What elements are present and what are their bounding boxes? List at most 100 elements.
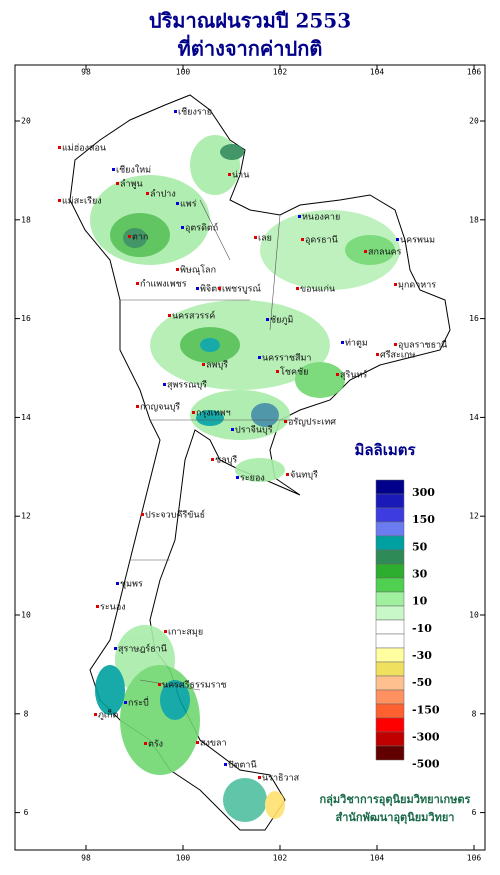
place-label: กระบี่: [128, 696, 149, 709]
station-marker: [266, 318, 269, 321]
station-marker: [196, 287, 199, 290]
legend-swatch: [375, 619, 405, 635]
place-label: ตรัง: [148, 740, 163, 750]
station-marker: [228, 173, 231, 176]
legend-swatch: [375, 647, 405, 663]
legend-swatch: [375, 479, 405, 495]
lat-tick-label: 14: [21, 413, 31, 422]
station-marker: [284, 420, 287, 423]
station-marker: [192, 411, 195, 414]
place-label: พิษณุโลก: [180, 265, 216, 276]
legend-label: 50: [412, 540, 428, 553]
station-marker: [58, 199, 61, 202]
place-label: เลย: [258, 234, 272, 244]
place-label: ตาก: [132, 233, 148, 243]
place-label: เกาะสมุย: [168, 628, 203, 638]
legend-label: -150: [412, 703, 440, 716]
country: [69, 94, 451, 831]
legend-swatch: [375, 661, 405, 677]
place-label: สุพรรณบุรี: [167, 380, 207, 391]
legend-swatch: [375, 689, 405, 705]
place-label: ท่าตูม: [345, 339, 368, 349]
station-marker: [181, 226, 184, 229]
place-label: จันทบุรี: [290, 470, 318, 481]
legend-label: 10: [412, 595, 428, 608]
legend-swatch: [375, 703, 405, 719]
place-label: ลำพูน: [120, 179, 143, 190]
legend-swatch: [375, 731, 405, 747]
place-label: ประจวบคีรีขันธ์: [145, 509, 205, 521]
place-label: อุดรธานี: [305, 235, 338, 246]
place-label: ชัยภูมิ: [270, 315, 293, 326]
place-label: อรัญประเทศ: [288, 418, 336, 428]
lon-tick-label: 102: [273, 854, 288, 863]
station-marker: [286, 473, 289, 476]
legend-swatch: [375, 521, 405, 537]
lon-tick-label: 98: [81, 854, 91, 863]
place-label: อุบลราชธานี: [398, 340, 447, 351]
station-marker: [116, 182, 119, 185]
legend-label: 30: [412, 567, 428, 580]
place-label: เชียงราย: [178, 107, 212, 118]
station-marker: [163, 383, 166, 386]
legend-label: -500: [412, 758, 440, 771]
lat-tick-label: 18: [469, 215, 479, 224]
station-marker: [176, 202, 179, 205]
place-label: แม่สะเรียง: [62, 196, 102, 207]
legend-swatch: [375, 605, 405, 621]
station-marker: [394, 343, 397, 346]
place-label: ชลบุรี: [215, 455, 237, 466]
place-label: โชคชัย: [280, 367, 308, 378]
place-label: พิจิตร: [200, 284, 222, 295]
station-marker: [211, 458, 214, 461]
place-label: นครพนม: [400, 236, 435, 246]
legend-swatch: [375, 577, 405, 593]
station-marker: [136, 405, 139, 408]
station-marker: [94, 713, 97, 716]
lat-tick-label: 8: [472, 709, 477, 718]
lat-tick-label: 6: [472, 808, 477, 817]
legend-swatch: [375, 591, 405, 607]
place-label: ระนอง: [100, 603, 126, 613]
place-label: ศรีสะเกษ: [380, 350, 415, 361]
place-label: ภูเก็ต: [98, 708, 118, 721]
legend-swatch: [375, 745, 405, 761]
place-label: นครสวรรค์: [172, 310, 215, 322]
legend-swatch: [375, 717, 405, 733]
station-marker: [231, 428, 234, 431]
place-label: สุราษฎร์ธานี: [118, 643, 167, 655]
lon-tick-label: 102: [273, 68, 288, 77]
station-marker: [196, 741, 199, 744]
station-marker: [96, 605, 99, 608]
legend-swatch: [375, 549, 405, 565]
legend-swatch: [375, 633, 405, 649]
place-label: ชุมพร: [120, 580, 143, 590]
station-marker: [301, 238, 304, 241]
place-label: ลพบุรี: [206, 360, 228, 371]
lon-tick-label: 100: [176, 68, 191, 77]
subtitle: ที่ต่างจากค่าปกติ: [178, 34, 323, 61]
station-marker: [124, 701, 127, 704]
lat-tick-label: 8: [24, 709, 29, 718]
lat-tick-label: 14: [469, 413, 479, 422]
place-label: แม่ฮ่องสอน: [62, 144, 106, 154]
place-label: สุรินทร์: [340, 369, 367, 381]
place-label: ลำปาง: [150, 189, 176, 200]
place-label: กาญจนบุรี: [140, 402, 180, 413]
station-marker: [176, 268, 179, 271]
station-marker: [254, 236, 257, 239]
lat-tick-label: 10: [469, 611, 479, 620]
station-marker: [144, 742, 147, 745]
legend-label: 150: [412, 513, 435, 526]
legend-label: 300: [412, 486, 435, 499]
station-marker: [164, 630, 167, 633]
lon-tick-label: 100: [176, 854, 191, 863]
legend-swatch: [375, 535, 405, 551]
place-label: สกลนคร: [368, 248, 402, 258]
lon-tick-label: 104: [370, 854, 385, 863]
station-marker: [168, 314, 171, 317]
station-marker: [112, 168, 115, 171]
